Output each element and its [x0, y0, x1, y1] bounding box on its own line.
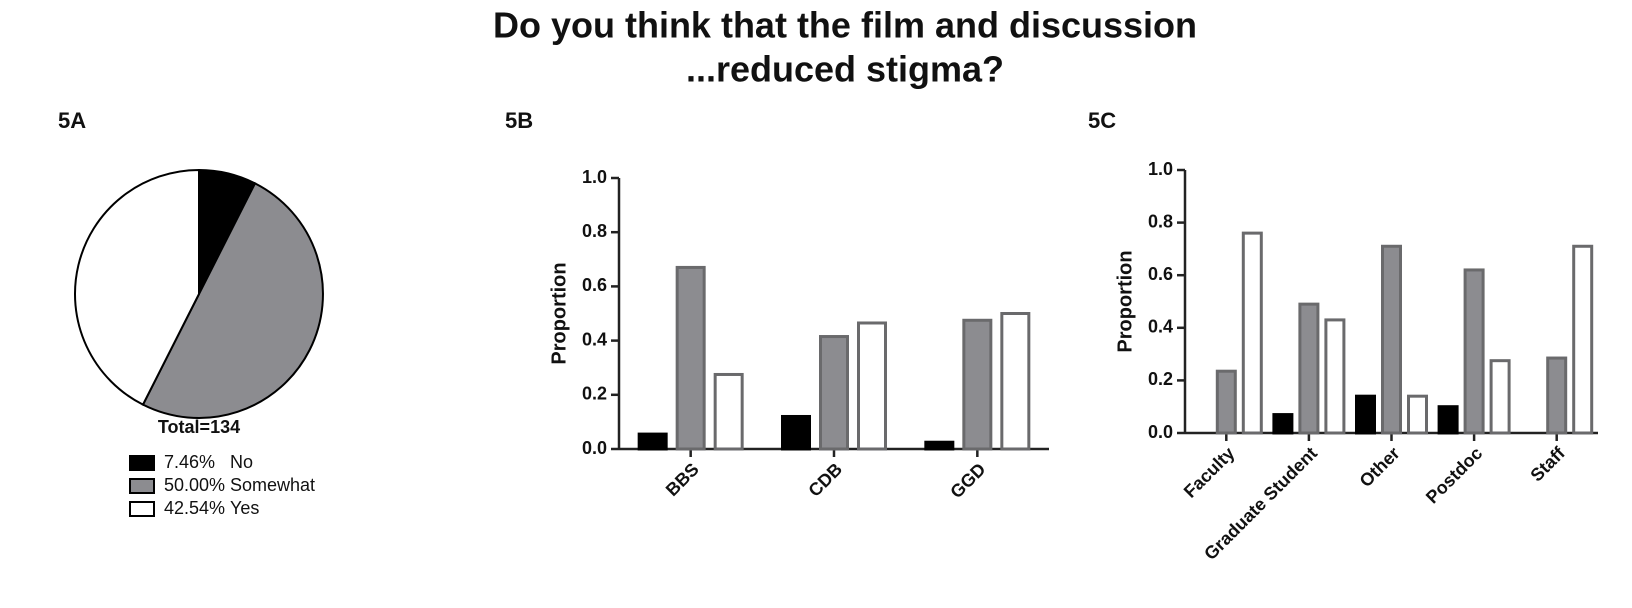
bar: [1437, 405, 1459, 435]
pie-note: Total=134: [158, 417, 240, 437]
bar: [781, 414, 811, 451]
x-tick-label: Postdoc: [1422, 443, 1486, 507]
legend-label: No: [230, 452, 253, 472]
x-tick-label: Other: [1356, 443, 1404, 491]
panel-label: 5A: [58, 108, 86, 133]
bar: [1355, 394, 1376, 435]
bar: [1324, 318, 1346, 435]
y-tick-label: 0.0: [1148, 422, 1173, 442]
title-line: Do you think that the film and discussio…: [493, 5, 1197, 46]
legend-swatch: [129, 455, 155, 471]
legend-value: 7.46%: [164, 452, 215, 472]
y-tick-label: 1.0: [1148, 159, 1173, 179]
legend-value: 50.00%: [164, 475, 225, 495]
title-line: ...reduced stigma?: [686, 49, 1004, 90]
y-tick-label: 0.4: [582, 329, 607, 349]
pie-slice: [141, 182, 324, 419]
bar: [1381, 244, 1402, 435]
legend-label: Yes: [230, 498, 259, 518]
x-tick-label: GGD: [946, 459, 989, 502]
bar: [675, 265, 706, 451]
bar: [962, 318, 993, 451]
y-tick-label: 0.8: [1148, 211, 1173, 231]
bar: [1463, 268, 1485, 435]
bar: [1215, 369, 1237, 435]
bar: [1546, 356, 1568, 435]
y-tick-label: 0.8: [582, 221, 607, 241]
pie-slice: [74, 168, 200, 406]
legend-swatch: [129, 501, 155, 517]
legend-swatch: [129, 478, 155, 494]
y-tick-label: 0.6: [1148, 264, 1173, 284]
panel-label: 5C: [1088, 108, 1116, 133]
legend-value: 42.54%: [164, 498, 225, 518]
x-tick-label: BBS: [662, 459, 703, 500]
bar: [1298, 302, 1320, 435]
y-tick-label: 0.0: [582, 438, 607, 458]
bar: [637, 432, 668, 451]
y-tick-label: 0.2: [1148, 369, 1173, 389]
bar: [924, 440, 955, 451]
bar: [1272, 413, 1294, 435]
y-tick-label: 0.2: [582, 384, 607, 404]
x-tick-label: Faculty: [1180, 443, 1239, 502]
bar: [857, 321, 887, 451]
bar: [819, 335, 849, 451]
bar: [1000, 312, 1031, 451]
y-axis-label: Proportion: [1114, 250, 1136, 352]
bar: [1572, 244, 1594, 435]
x-tick-label: CDB: [804, 459, 846, 501]
y-tick-label: 0.4: [1148, 317, 1173, 337]
y-tick-label: 1.0: [582, 167, 607, 187]
legend-label: Somewhat: [230, 475, 315, 495]
bar: [713, 372, 744, 451]
bar: [1407, 394, 1428, 435]
y-tick-label: 0.6: [582, 275, 607, 295]
x-tick-label: Staff: [1526, 442, 1569, 485]
bar: [1241, 231, 1263, 435]
panel-label: 5B: [505, 108, 533, 133]
bar: [1489, 359, 1511, 435]
y-axis-label: Proportion: [548, 262, 570, 364]
